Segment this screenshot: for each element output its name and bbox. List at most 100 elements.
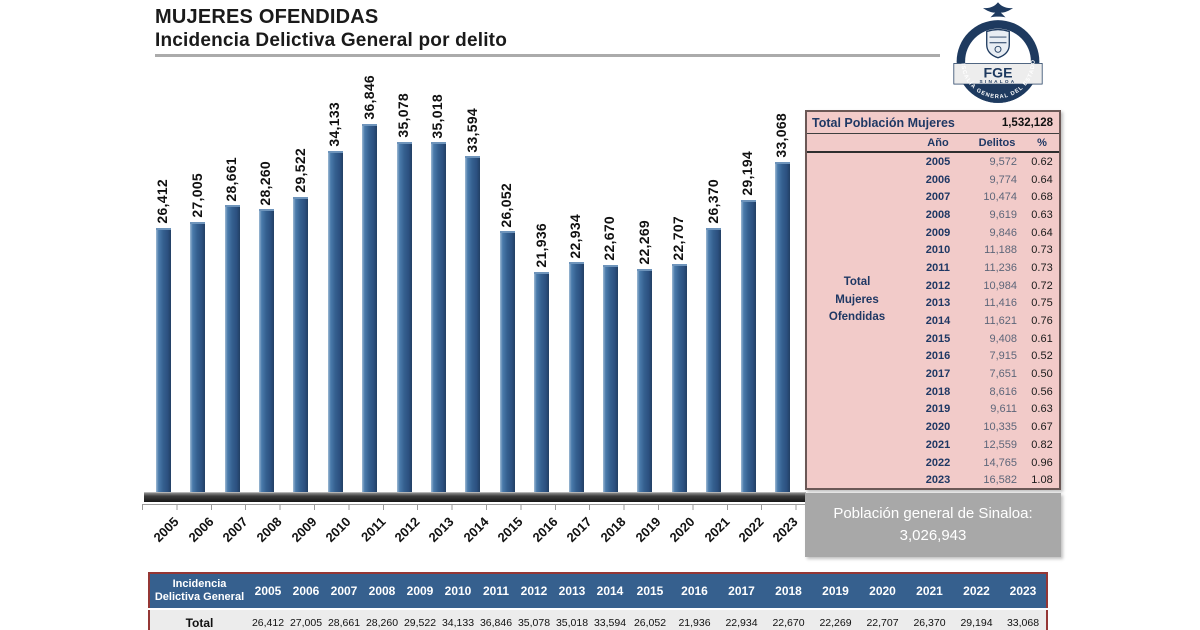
row-pct: 1.08 [1031, 474, 1053, 487]
x-tick-label-2008: 2008 [253, 514, 285, 546]
row-year: 2012 [925, 279, 951, 292]
population-row-2011: 2011 11,236 0.73 [807, 259, 1059, 277]
x-tick-label-2006: 2006 [185, 514, 217, 546]
row-pct: 0.52 [1031, 350, 1053, 363]
x-tick-label-2018: 2018 [597, 514, 629, 546]
bottom-table-value-2007: 28,661 [325, 608, 363, 630]
bar-value-label-2009: 29,522 [291, 148, 308, 193]
bar-2017 [568, 262, 584, 492]
row-delitos: 16,582 [983, 474, 1017, 487]
x-tick-label-2011: 2011 [357, 514, 389, 545]
bar-value-label-2019: 22,269 [635, 220, 652, 265]
population-table-columns: Año Delitos % [807, 134, 1059, 153]
population-table-header: Total Población Mujeres 1,532,128 [807, 112, 1059, 134]
x-tick-label-2017: 2017 [563, 514, 595, 546]
population-row-2009: 2009 9,846 0.64 [807, 224, 1059, 242]
row-pct: 0.62 [1031, 155, 1053, 168]
total-population-value: 1,532,128 [1001, 116, 1053, 129]
row-delitos: 11,188 [984, 244, 1017, 257]
row-year: 2014 [925, 315, 951, 328]
bar-value-label-2016: 21,936 [532, 223, 549, 269]
x-tick-label-2007: 2007 [219, 514, 251, 546]
row-delitos: 11,416 [984, 297, 1017, 310]
bottom-table-value-2011: 36,846 [477, 608, 515, 630]
row-delitos: 11,621 [984, 315, 1017, 328]
bar-value-label-2018: 22,670 [601, 216, 618, 261]
row-delitos: 9,572 [989, 155, 1017, 168]
bottom-table-year-2018: 2018 [765, 573, 812, 609]
bar-2008 [258, 209, 274, 492]
row-year: 2011 [926, 261, 950, 274]
x-tick-label-2010: 2010 [322, 514, 354, 546]
row-year: 2005 [925, 155, 951, 168]
bottom-table-value-2013: 35,018 [553, 608, 591, 630]
total-row-label: Total [149, 608, 249, 630]
bottom-table-year-2016: 2016 [671, 573, 718, 609]
fge-sinaloa-logo: FGE SINALOA FISCALÍA GENERAL DEL ESTADO [949, 0, 1045, 108]
population-women-table: Total Población Mujeres 1,532,128 Año De… [805, 110, 1061, 490]
logo-state: SINALOA [980, 79, 1017, 84]
bottom-table-year-2007: 2007 [325, 573, 363, 609]
x-tick-label-2019: 2019 [632, 514, 664, 546]
row-year: 2022 [925, 456, 951, 469]
bottom-table-year-2021: 2021 [906, 573, 953, 609]
bottom-table-year-2009: 2009 [401, 573, 439, 609]
incidencia-summary-table: Incidencia Delictiva General 2005 2006 200… [148, 572, 1048, 630]
bar-2009 [293, 196, 309, 492]
x-tick-label-2013: 2013 [425, 514, 457, 546]
row-pct: 0.75 [1031, 297, 1053, 310]
population-row-2017: 2017 7,651 0.50 [807, 365, 1059, 383]
x-tick-label-2015: 2015 [494, 514, 526, 546]
row-delitos: 9,774 [989, 173, 1017, 186]
bar-value-label-2007: 28,661 [223, 156, 239, 202]
bottom-table-year-2005: 2005 [249, 573, 287, 609]
bottom-table-year-2015: 2015 [629, 573, 671, 609]
row-year: 2023 [925, 474, 951, 487]
bar-value-label-2012: 35,078 [395, 92, 411, 138]
row-pct: 0.67 [1031, 421, 1053, 434]
row-year: 2018 [925, 385, 951, 398]
row-pct: 0.72 [1031, 279, 1053, 292]
population-row-2013: 2013 11,416 0.75 [807, 295, 1059, 313]
bar-value-label-2015: 26,052 [498, 182, 515, 228]
row-year: 2019 [925, 403, 951, 416]
bar-2013 [430, 142, 446, 492]
bottom-table-year-2013: 2013 [553, 573, 591, 609]
bottom-table-value-2019: 22,269 [812, 608, 859, 630]
title-underline [155, 54, 940, 57]
row-delitos: 7,915 [989, 350, 1017, 363]
population-row-2018: 2018 8,616 0.56 [807, 383, 1059, 401]
bottom-table-value-2012: 35,078 [515, 608, 553, 630]
page-subtitle: Incidencia Delictiva General por delito [155, 30, 508, 51]
row-year: 2013 [925, 297, 951, 310]
bar-2019 [637, 268, 653, 492]
population-row-2021: 2021 12,559 0.82 [807, 436, 1059, 454]
row-delitos: 12,559 [983, 438, 1017, 451]
bottom-table-value-2021: 26,370 [906, 608, 953, 630]
row-pct: 0.61 [1031, 332, 1053, 345]
bar-value-label-2013: 35,018 [429, 93, 446, 139]
x-tick-label-2005: 2005 [150, 514, 182, 546]
x-tick-label-2023: 2023 [769, 514, 801, 546]
bar-2012 [396, 141, 412, 492]
bar-2011 [362, 124, 378, 492]
bar-value-label-2005: 26,412 [154, 179, 171, 224]
bar-2006 [190, 221, 206, 492]
bar-value-label-2011: 36,846 [360, 75, 377, 120]
population-row-2008: 2008 9,619 0.63 [807, 206, 1059, 224]
bottom-table-value-2005: 26,412 [249, 608, 287, 630]
row-pct: 0.63 [1031, 403, 1053, 416]
bottom-table-year-2012: 2012 [515, 573, 553, 609]
bar-2007 [224, 205, 240, 492]
bottom-table-year-2014: 2014 [591, 573, 629, 609]
row-pct: 0.68 [1031, 191, 1053, 204]
column-ano: Año [927, 136, 949, 149]
bottom-table-year-2023: 2023 [1000, 573, 1047, 609]
bottom-table-year-2017: 2017 [718, 573, 765, 609]
row-delitos: 9,619 [989, 208, 1017, 221]
population-row-2020: 2020 10,335 0.67 [807, 418, 1059, 436]
bottom-table-year-2020: 2020 [859, 573, 906, 609]
population-row-2014: 2014 11,621 0.76 [807, 312, 1059, 330]
row-delitos: 10,984 [983, 279, 1017, 292]
